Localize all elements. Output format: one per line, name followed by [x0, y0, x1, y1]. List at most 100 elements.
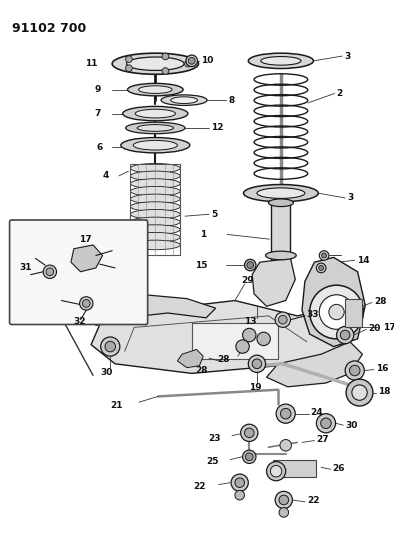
Circle shape: [276, 404, 295, 423]
Ellipse shape: [161, 95, 207, 106]
Text: 32: 32: [74, 317, 86, 326]
Text: 33: 33: [307, 310, 319, 319]
Ellipse shape: [126, 57, 184, 70]
Text: 30: 30: [100, 368, 113, 377]
Text: 21: 21: [110, 401, 123, 410]
Circle shape: [235, 490, 244, 500]
Circle shape: [319, 265, 323, 270]
Circle shape: [243, 450, 256, 464]
Text: 16: 16: [376, 364, 388, 373]
Circle shape: [126, 56, 132, 62]
Text: 29: 29: [242, 276, 254, 285]
Circle shape: [281, 408, 291, 419]
Text: 28: 28: [195, 366, 208, 375]
Text: 17: 17: [383, 323, 394, 332]
Ellipse shape: [130, 171, 180, 181]
Ellipse shape: [130, 209, 180, 219]
Circle shape: [46, 268, 54, 276]
Ellipse shape: [135, 109, 175, 118]
Polygon shape: [177, 350, 203, 368]
Ellipse shape: [112, 53, 199, 74]
Bar: [192, 322, 278, 359]
Text: 27: 27: [316, 435, 329, 444]
Text: 26: 26: [333, 464, 345, 473]
Ellipse shape: [248, 53, 314, 69]
Text: 28: 28: [217, 354, 230, 364]
Circle shape: [244, 260, 256, 271]
Bar: [130, 164, 180, 255]
Text: 91102 700: 91102 700: [11, 22, 86, 35]
Circle shape: [241, 424, 258, 441]
Circle shape: [316, 263, 326, 273]
Circle shape: [236, 340, 249, 353]
Circle shape: [319, 295, 354, 329]
Circle shape: [279, 507, 288, 517]
Text: 8: 8: [228, 95, 234, 104]
Circle shape: [243, 328, 256, 342]
Bar: [273, 459, 316, 477]
Text: 19: 19: [249, 383, 262, 392]
Ellipse shape: [128, 83, 183, 96]
Circle shape: [279, 495, 288, 505]
Text: 1: 1: [200, 230, 206, 239]
Text: 12: 12: [211, 124, 223, 133]
Circle shape: [275, 491, 292, 508]
Text: 25: 25: [206, 457, 219, 466]
Circle shape: [82, 300, 90, 307]
Circle shape: [126, 65, 132, 71]
Circle shape: [184, 60, 191, 67]
Circle shape: [266, 462, 286, 481]
Ellipse shape: [133, 140, 177, 150]
Circle shape: [345, 361, 364, 380]
Text: 23: 23: [208, 434, 221, 443]
Ellipse shape: [139, 86, 172, 93]
Text: 30: 30: [345, 421, 357, 430]
Polygon shape: [91, 301, 353, 374]
Ellipse shape: [137, 125, 173, 131]
Ellipse shape: [261, 56, 301, 65]
Circle shape: [346, 379, 373, 406]
Circle shape: [248, 355, 266, 373]
Text: 15: 15: [195, 261, 207, 270]
Circle shape: [321, 418, 331, 429]
Circle shape: [279, 316, 287, 324]
Polygon shape: [71, 245, 102, 272]
Bar: [345, 298, 362, 327]
Bar: [271, 203, 290, 279]
Ellipse shape: [130, 232, 180, 242]
Text: 3: 3: [344, 52, 350, 61]
Circle shape: [349, 365, 360, 376]
Polygon shape: [302, 257, 365, 346]
Circle shape: [231, 474, 248, 491]
Ellipse shape: [130, 225, 180, 235]
Circle shape: [100, 337, 120, 356]
Ellipse shape: [126, 122, 185, 134]
Circle shape: [336, 326, 354, 344]
Circle shape: [235, 478, 244, 488]
Text: 10: 10: [201, 56, 214, 66]
Circle shape: [252, 359, 262, 369]
Text: 2: 2: [336, 89, 343, 98]
Ellipse shape: [243, 184, 318, 202]
Circle shape: [188, 58, 195, 64]
Polygon shape: [91, 294, 216, 326]
Ellipse shape: [171, 97, 197, 103]
Ellipse shape: [130, 164, 180, 173]
Circle shape: [329, 304, 344, 320]
Circle shape: [316, 414, 336, 433]
Circle shape: [319, 251, 329, 260]
Text: 5: 5: [211, 210, 217, 219]
Circle shape: [340, 330, 350, 340]
Circle shape: [247, 262, 254, 269]
Ellipse shape: [130, 194, 180, 204]
Text: 3: 3: [347, 193, 353, 203]
Polygon shape: [266, 342, 362, 387]
Circle shape: [245, 453, 253, 461]
Circle shape: [352, 385, 367, 400]
Text: 17: 17: [79, 235, 91, 244]
Ellipse shape: [123, 107, 188, 121]
Circle shape: [43, 265, 57, 278]
Ellipse shape: [130, 217, 180, 227]
Circle shape: [105, 341, 115, 352]
Circle shape: [310, 285, 363, 339]
